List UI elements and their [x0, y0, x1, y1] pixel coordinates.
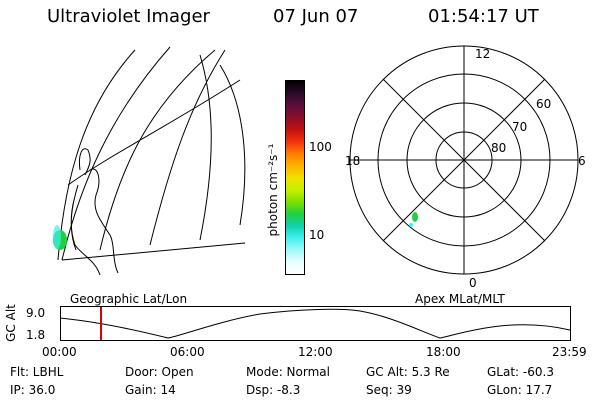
aurora-emission	[412, 212, 418, 222]
timeline-x-tick: 00:00	[42, 345, 77, 359]
gain-status: Gain: 14	[125, 383, 176, 397]
geographic-map	[53, 46, 246, 276]
polar-plot	[349, 45, 579, 275]
aurora-emission	[409, 223, 413, 227]
timeline-x-tick: 12:00	[298, 345, 333, 359]
colorbar-tick-label: 100	[309, 140, 332, 154]
lat-label: 70	[512, 120, 528, 134]
timeline-y-tick: 1.8	[26, 328, 46, 342]
filter-status: Flt: LBHL	[10, 365, 64, 379]
geo-lat-status: GLat: -60.3	[487, 365, 554, 379]
mlt-label-bottom: 0	[469, 276, 477, 290]
parallel-line	[67, 79, 241, 186]
geo-panel-label: Geographic Lat/Lon	[70, 292, 188, 306]
timeline-x-tick: 23:59	[552, 345, 587, 359]
mlt-label-right: 6	[578, 154, 586, 168]
colorbar-tick-label: 10	[309, 228, 325, 242]
lat-label: 80	[491, 141, 507, 155]
timeline-y-label: GC Alt	[3, 304, 18, 342]
timeline-frame	[60, 306, 571, 341]
altitude-curve	[60, 308, 571, 339]
ip-status: IP: 36.0	[10, 383, 56, 397]
mlt-line	[382, 78, 546, 242]
mode-status: Mode: Normal	[246, 365, 330, 379]
parallel-line	[61, 242, 246, 261]
meridian-line	[149, 49, 226, 246]
meridian-line	[57, 49, 136, 261]
aurora-emission	[53, 225, 61, 249]
coastline	[70, 148, 119, 276]
door-status: Door: Open	[125, 365, 194, 379]
lat-label: 60	[536, 97, 552, 111]
geo-lon-status: GLon: 17.7	[487, 383, 553, 397]
instrument-title: Ultraviolet Imager	[47, 6, 210, 27]
sequence-status: Seq: 39	[366, 383, 412, 397]
meridian-line	[99, 49, 216, 251]
orbit-altitude-timeline	[60, 306, 571, 341]
gc-alt-status: GC Alt: 5.3 Re	[366, 365, 450, 379]
colorbar-unit-label: photon cm⁻²s⁻¹	[266, 143, 280, 237]
color-scale-bar	[285, 80, 305, 275]
meridian-line	[219, 64, 246, 226]
meridian-line	[199, 54, 212, 241]
timeline-x-tick: 06:00	[170, 345, 205, 359]
mlt-label-left: 18	[345, 154, 361, 168]
dsp-status: Dsp: -8.3	[246, 383, 301, 397]
meridian-line	[61, 46, 171, 261]
timeline-y-tick: 9.0	[26, 306, 46, 320]
observation-time: 01:54:17 UT	[428, 6, 539, 27]
mlt-label-top: 12	[475, 47, 491, 61]
polar-panel-label: Apex MLat/MLT	[415, 292, 505, 306]
observation-date: 07 Jun 07	[273, 6, 359, 27]
timeline-x-tick: 18:00	[426, 345, 461, 359]
